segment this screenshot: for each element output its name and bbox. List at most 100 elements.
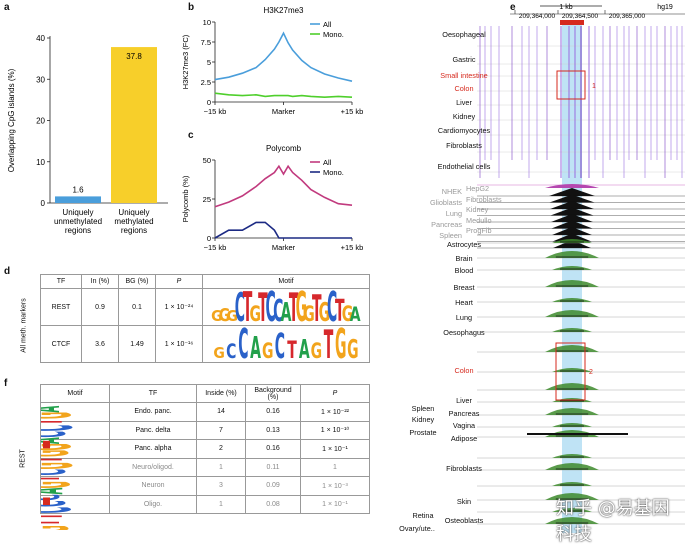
y-tick-label: 5 [207,58,211,67]
signal-peak [550,201,594,209]
chart-a: 0 10 20 30 40 Overlapping CpG islands (%) 1.6 U… [7,34,168,235]
panel-f-table: Motif TF Inside (%) Background (%) P End… [40,384,370,514]
x-tick-label: −15 kb [204,107,227,116]
motif-letter: T [324,326,334,360]
signal-peak [551,220,593,229]
panel-label-d: d [4,266,11,277]
tissue-label: Cardiomyocytes [437,126,491,135]
signal-peak [550,207,594,216]
signal-peak [549,188,595,196]
coord-label: 209,365,000 [609,13,646,20]
motif-letter: T [289,289,299,323]
x-tick-label: Marker [272,107,296,116]
coord-label: 209,364,000 [519,13,556,20]
panel-label-e: e [510,2,516,13]
category-label: Uniquely [118,208,149,217]
bg-cell: 0.11 [245,457,301,477]
tissue-label: Brain [455,254,473,263]
chart-b: H3K27me3 0 2.5 5 7.5 10 −15 kb Marker +15 kb H3K2… [181,6,364,116]
motif-letter: T [41,476,69,482]
p-cell: 1 × 10⁻³ [300,476,370,496]
motif-letter: A [41,406,69,413]
tissue-label: Pancreas [448,409,480,418]
p-cell: 1 [300,457,370,477]
panel-f-header-row: Motif TF Inside (%) Background (%) P [40,384,370,403]
panel-d-h-p: P [155,274,203,289]
inside-cell: 2 [196,439,246,459]
motif-letter: G [41,481,86,488]
motif-letter: G [335,326,346,360]
y-tick-label: 10 [36,158,45,167]
tissue-label: Spleen [439,231,462,240]
tf-cell: Panc. alpha [109,439,197,459]
tissue-label: Lung [455,313,473,322]
motif-letter: C [41,431,79,437]
series-line [214,92,353,99]
motif-letter: T [335,293,345,323]
signal-peak [545,184,599,188]
bg-cell: 0.13 [245,420,301,440]
tissue-label: Kidney [452,112,476,121]
series-line [214,221,352,239]
tissue-label: Adipose [450,434,478,443]
motif-letter: C [226,340,236,360]
motif-letter: G [296,289,307,323]
bar [111,47,157,204]
signal-peak [545,408,599,415]
table-row: Neuro/oligod. 1 0.11 1 [40,457,370,477]
motif-letter: G [41,525,83,530]
p-cell: 1 × 10⁻¹ [300,439,370,459]
tissue-label: Kidney [411,415,435,424]
panel-f-row-group-text: REST [19,449,27,468]
motif-letter: G [319,297,330,323]
coord-label: 209,364,500 [562,13,599,20]
motif-letter: C [327,289,337,323]
bg-cell: 1.49 [118,325,156,363]
signal-peak [545,463,599,470]
motif-letter: G [41,412,87,419]
legend-label: Mono. [323,30,344,39]
legend-label: Mono. [323,168,344,177]
signal-peak [545,251,599,258]
panel-label-a: a [4,2,10,13]
legend-label: All [323,20,332,29]
motif-letter: C [41,425,90,431]
category-label: Uniquely [62,208,93,217]
in-cell: 0.9 [81,288,119,326]
motif-letter: T [287,336,297,360]
tissue-label: Fibroblasts [446,464,482,473]
genome-label: hg19 [657,4,673,11]
tissue-label: Gastric [452,55,476,64]
category-label: regions [121,226,147,235]
tissue-label: Colon [454,84,474,93]
motif-letter: A [41,437,69,444]
tf-cell: Oligo. [109,494,197,514]
motif-marker [43,440,50,449]
table-row: Oligo. 1 0.08 1 × 10⁻¹ [40,494,370,514]
category-label: unmethylated [54,217,102,226]
y-axis-label: Polycomb (%) [181,175,190,222]
motif-letter: C [41,494,69,500]
inside-cell: 14 [196,402,246,422]
motif-letter: T [243,289,253,323]
tf-cell: Neuro/oligod. [109,457,197,477]
bar-value-label: 1.6 [72,185,84,194]
table-row: Endo. panc. 14 0.16 1 × 10⁻²² [40,402,370,422]
tissue-label: Vagina [452,421,476,430]
signal-peak [545,280,599,287]
x-tick-label: +15 kb [341,107,364,116]
panel-f-row-group: REST [20,444,27,474]
motif-letter: T [41,513,73,519]
motif-letter: G [41,450,83,457]
signal-peak [545,517,599,524]
tissue-label: Skin [456,497,472,506]
tf-cell: Endo. panc. [109,402,197,422]
y-tick-label: 7.5 [201,38,211,47]
panel-f-h-motif: Motif [40,384,110,403]
y-tick-label: 25 [203,195,211,204]
tissue-label: Osteoblasts [444,516,484,525]
motif-letter: C [41,501,79,507]
feature-marker [560,20,584,25]
